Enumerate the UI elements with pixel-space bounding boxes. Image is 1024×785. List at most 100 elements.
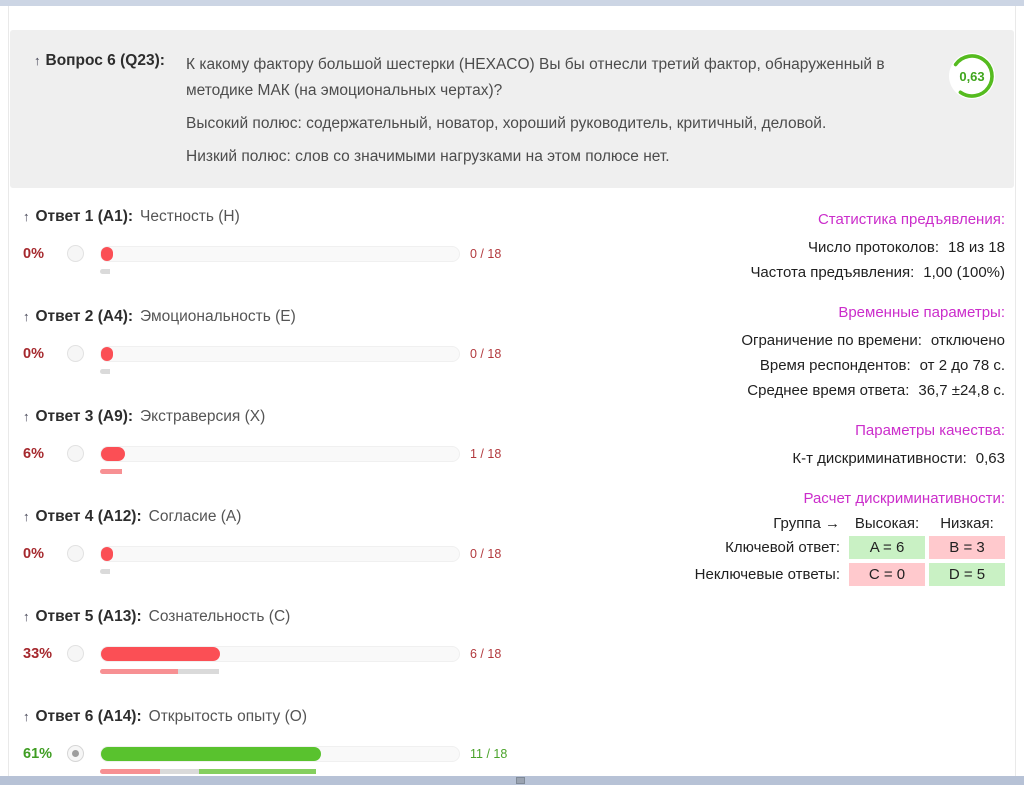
answer-title: Открытость опыту (O): [148, 708, 307, 725]
stat-row: К-т дискриминативности: 0,63: [671, 446, 1005, 471]
stat-value: 36,7 ±24,8 с.: [918, 382, 1005, 399]
answer-label: Ответ 5 (A13):: [35, 608, 142, 625]
stat-value: от 2 до 78 с.: [919, 357, 1005, 374]
anchor-up-icon[interactable]: ↑: [23, 609, 30, 624]
gauge-ring-icon: [949, 53, 995, 99]
section-title-discrimination: Расчет дискриминативности:: [803, 490, 1005, 507]
stat-label: Число протоколов:: [808, 239, 940, 256]
answers-list: ↑ Ответ 1 (A1): Честность (H) 0% 0 / 18 ↑ О…: [9, 198, 671, 776]
anchor-up-icon[interactable]: ↑: [23, 409, 30, 424]
answer-label: Ответ 4 (A12):: [35, 508, 142, 525]
answer-subbar: [100, 369, 671, 374]
answer-radio[interactable]: [67, 345, 84, 362]
answer-label: Ответ 3 (A9):: [35, 408, 134, 425]
answer-count: 0 / 18: [470, 546, 502, 561]
group-arrow-label: Группа →: [773, 515, 840, 532]
answer-subbar: [100, 569, 671, 574]
answer-radio[interactable]: [67, 245, 84, 262]
answer-row: ↑ Ответ 5 (A13): Сознательность (C) 33% 6 …: [23, 598, 671, 698]
table-cell: D = 5: [929, 563, 1005, 586]
answer-title: Согласие (A): [148, 508, 242, 525]
answer-title: Честность (H): [140, 208, 240, 225]
answer-radio[interactable]: [67, 445, 84, 462]
answer-bar-track: [100, 245, 460, 262]
column-header-high: Высокая:: [854, 515, 920, 532]
answer-percent: 6%: [23, 445, 44, 462]
section-title-presentation: Статистика предъявления:: [817, 211, 1005, 228]
discrimination-table: Группа → Высокая: Низкая: Ключевой ответ…: [671, 515, 1005, 586]
anchor-up-icon[interactable]: ↑: [23, 509, 30, 524]
question-panel: ↑ Вопрос 6 (Q23): К какому фактору большо…: [10, 30, 1014, 188]
question-report-page: ↑ Вопрос 6 (Q23): К какому фактору большо…: [8, 6, 1016, 776]
answer-bar-track: [100, 545, 460, 562]
row-label-nonkey-answers: Неключевые ответы:: [694, 566, 840, 583]
statistics-panel: Статистика предъявления: Число протоколо…: [671, 198, 1015, 776]
answer-bar-track: [100, 645, 460, 662]
window-bottom-edge: [0, 776, 1024, 785]
answer-row: ↑ Ответ 6 (A14): Открытость опыту (O) 61% …: [23, 698, 671, 776]
answer-row: ↑ Ответ 3 (A9): Экстраверсия (X) 6% 1 / 18: [23, 398, 671, 498]
answer-bar-fill: [101, 246, 113, 261]
stat-label: Среднее время ответа:: [747, 382, 910, 399]
stat-row: Среднее время ответа: 36,7 ±24,8 с.: [671, 378, 1005, 403]
question-label: Вопрос 6 (Q23):: [45, 52, 165, 69]
anchor-up-icon[interactable]: ↑: [23, 209, 30, 224]
answer-count: 6 / 18: [470, 646, 502, 661]
question-text: К какому фактору большой шестерки (HEXAC…: [186, 56, 885, 99]
answer-count: 11 / 18: [470, 746, 508, 761]
answer-percent: 61%: [23, 745, 53, 762]
anchor-up-icon[interactable]: ↑: [34, 53, 41, 68]
answer-bar-track: [100, 745, 460, 762]
section-title-time: Временные параметры:: [838, 304, 1005, 321]
answer-title: Экстраверсия (X): [140, 408, 266, 425]
answer-row: ↑ Ответ 2 (A4): Эмоциональность (E) 0% 0 /…: [23, 298, 671, 398]
row-label-key-answer: Ключевой ответ:: [725, 539, 840, 556]
window-top-edge: [0, 0, 1024, 6]
gauge-value: 0,63: [959, 68, 985, 84]
answer-label: Ответ 1 (A1):: [35, 208, 134, 225]
anchor-up-icon[interactable]: ↑: [23, 709, 30, 724]
stat-row: Ограничение по времени: отключено: [671, 328, 1005, 353]
table-cell: B = 3: [929, 536, 1005, 559]
stat-label: Частота предъявления:: [750, 264, 915, 281]
stat-row: Время респондентов: от 2 до 78 с.: [671, 353, 1005, 378]
answer-bar-fill: [101, 446, 125, 461]
answer-label: Ответ 2 (A4):: [35, 308, 134, 325]
answer-row: ↑ Ответ 4 (A12): Согласие (A) 0% 0 / 18: [23, 498, 671, 598]
table-cell: C = 0: [849, 563, 925, 586]
answer-subbar: [100, 669, 671, 674]
answer-percent: 0%: [23, 245, 44, 262]
answer-bar-fill: [101, 346, 113, 361]
stat-value: 18 из 18: [948, 239, 1005, 256]
table-cell: A = 6: [849, 536, 925, 559]
answer-subbar: [100, 269, 671, 274]
answer-count: 1 / 18: [470, 446, 502, 461]
stat-label: Время респондентов:: [759, 357, 911, 374]
answer-label: Ответ 6 (A14):: [35, 708, 142, 725]
answer-radio[interactable]: [67, 645, 84, 662]
answer-bar-fill: [101, 646, 220, 661]
answer-percent: 0%: [23, 345, 44, 362]
answer-bar-track: [100, 445, 460, 462]
stat-value: 0,63: [975, 450, 1005, 467]
stat-value: 1,00 (100%): [923, 264, 1005, 281]
column-header-low: Низкая:: [940, 515, 994, 532]
answer-radio[interactable]: [67, 545, 84, 562]
stat-label: К-т дискриминативности:: [792, 450, 967, 467]
question-low-pole: Низкий полюс: слов со значимыми нагрузка…: [186, 148, 670, 165]
stat-row: Частота предъявления: 1,00 (100%): [671, 260, 1005, 285]
answer-count: 0 / 18: [470, 246, 502, 261]
discrimination-gauge: 0,63: [948, 52, 996, 100]
answer-row: ↑ Ответ 1 (A1): Честность (H) 0% 0 / 18: [23, 198, 671, 298]
answer-subbar: [100, 469, 671, 474]
answer-percent: 33%: [23, 645, 53, 662]
stat-label: Ограничение по времени:: [741, 332, 922, 349]
scrollbar-handle[interactable]: [516, 777, 525, 784]
answer-percent: 0%: [23, 545, 44, 562]
answer-bar-fill: [101, 546, 113, 561]
answer-radio[interactable]: [67, 745, 84, 762]
answer-bar-track: [100, 345, 460, 362]
section-title-quality: Параметры качества:: [855, 422, 1005, 439]
anchor-up-icon[interactable]: ↑: [23, 309, 30, 324]
answer-title: Эмоциональность (E): [140, 308, 296, 325]
